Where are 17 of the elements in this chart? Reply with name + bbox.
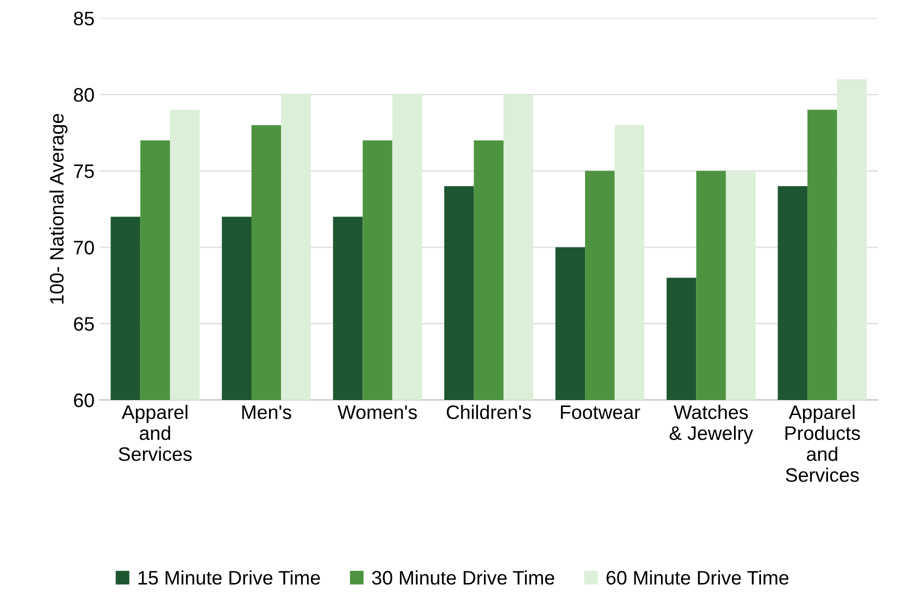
x-tick-label: Footwear [560,406,640,420]
y-tick-label: 75 [74,164,94,178]
x-tick-label: Apparel Products and Services [785,404,860,482]
legend-label: 30 Minute Drive Time [372,570,554,585]
y-tick-label: 65 [74,317,94,331]
y-tick-label: 70 [74,240,94,254]
y-tick-label: 85 [74,12,94,26]
x-tick-label: Women's [338,406,417,420]
y-tick-label: 60 [74,393,94,408]
legend-label: 15 Minute Drive Time [138,570,320,585]
x-tick-label: Children's [446,404,531,420]
y-tick-label: 80 [74,88,94,102]
x-tick-label: Apparel and Services [118,404,192,461]
x-tick-label: Watches & Jewelry [670,404,754,444]
legend-label: 60 Minute Drive Time [606,570,788,585]
x-tick-label: Men's [242,406,292,420]
y-axis-title: 100- National Average [49,114,68,304]
